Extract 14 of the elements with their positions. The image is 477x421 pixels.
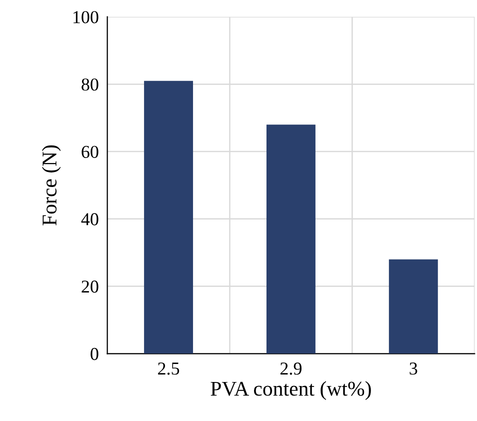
bar — [266, 124, 316, 354]
x-tick-label: 3 — [410, 362, 418, 375]
y-tick-label: 100 — [73, 11, 98, 24]
y-tick-label: 80 — [82, 78, 98, 91]
x-tick-label: 2.9 — [280, 362, 302, 375]
bar — [144, 80, 194, 354]
bar — [388, 259, 438, 354]
y-tick-label: 40 — [81, 213, 98, 226]
x-tick-label: 2.5 — [158, 362, 180, 375]
y-tick-label: 60 — [82, 146, 98, 158]
y-tick-label: 0 — [90, 348, 98, 360]
x-axis-title: PVA content (wt%) — [210, 381, 371, 400]
y-axis-title: Force (N) — [42, 145, 61, 226]
y-tick-label: 20 — [82, 280, 98, 293]
